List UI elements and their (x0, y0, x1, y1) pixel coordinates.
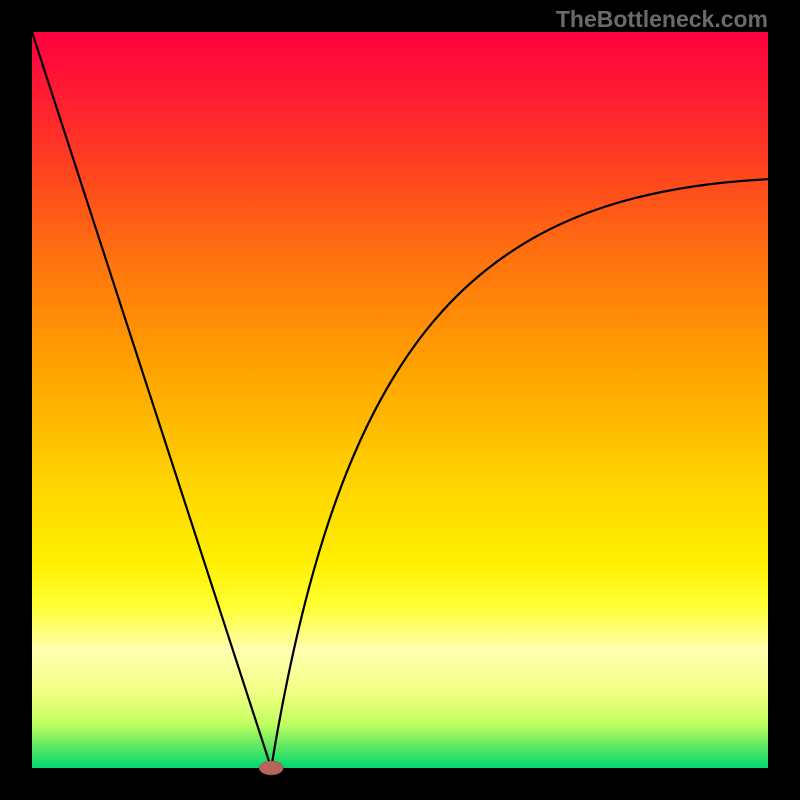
chart-container: TheBottleneck.com (0, 0, 800, 800)
vertex-marker (0, 0, 800, 800)
optimal-point-marker (259, 761, 283, 775)
